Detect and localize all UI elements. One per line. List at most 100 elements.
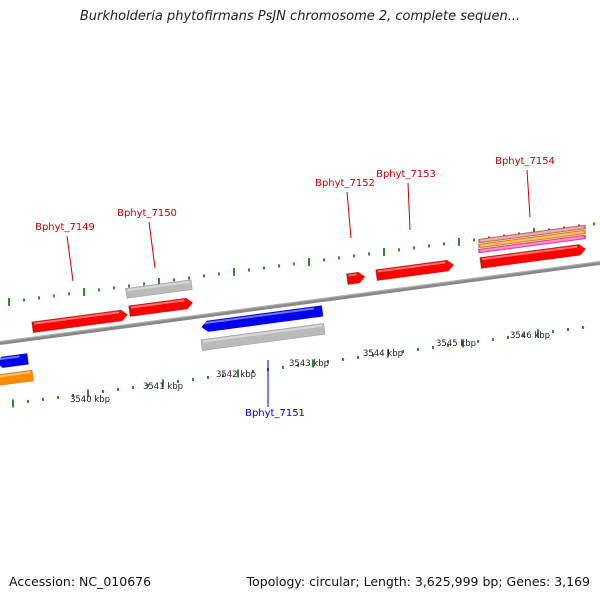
kbp-label: 3541 kbp — [143, 382, 183, 392]
lower-track-major-tick — [312, 359, 314, 368]
upper-track-minor-tick — [443, 242, 445, 246]
lower-track-minor-tick — [222, 373, 224, 377]
upper-track-minor-tick — [53, 294, 55, 298]
lower-track-minor-tick — [117, 387, 119, 391]
leader-line — [66, 235, 74, 282]
leader-line — [148, 221, 156, 269]
gene-partial-left — [0, 353, 29, 369]
upper-track-minor-tick — [353, 254, 355, 258]
lower-track-major-tick — [87, 389, 89, 398]
lower-track-minor-tick — [207, 375, 209, 379]
map-title: Burkholderia phytofirmans PsJN chromosom… — [79, 9, 521, 24]
topology-summary: Topology: circular; Length: 3,625,999 bp… — [246, 574, 590, 589]
feature-gray-7150 — [125, 279, 193, 299]
lower-track-minor-tick — [552, 329, 554, 333]
lower-track-minor-tick — [447, 343, 449, 347]
upper-track-major-tick — [308, 257, 310, 266]
kbp-label: 3543 kbp — [289, 359, 329, 369]
upper-track-minor-tick — [473, 238, 475, 242]
lower-track-major-tick — [12, 399, 14, 408]
lower-track-minor-tick — [282, 365, 284, 369]
upper-track-minor-tick — [293, 262, 295, 266]
upper-track-minor-tick — [398, 248, 400, 252]
upper-track-major-tick — [158, 277, 160, 286]
upper-track-minor-tick — [593, 222, 595, 226]
upper-track-major-tick — [233, 267, 235, 276]
lower-track-minor-tick — [477, 339, 479, 343]
gene-bphyt-7150 — [128, 297, 194, 318]
leader-line — [346, 191, 352, 239]
lower-track-minor-tick — [132, 385, 134, 389]
gene-label[interactable]: Bphyt_7149 — [35, 222, 95, 233]
lower-track-minor-tick — [42, 397, 44, 401]
gene-label[interactable]: Bphyt_7154 — [495, 156, 555, 167]
upper-track-minor-tick — [413, 246, 415, 250]
lower-track-minor-tick — [27, 399, 29, 403]
upper-track-minor-tick — [338, 256, 340, 260]
lower-tick-track — [12, 325, 584, 408]
gene-bphyt-7153 — [375, 259, 455, 281]
lower-track-major-tick — [237, 369, 239, 378]
upper-track-major-tick — [83, 287, 85, 296]
gene-label[interactable]: Bphyt_7153 — [376, 169, 436, 180]
gene-label-layer: Bphyt_7149 Bphyt_7150 Bphyt_7151 Bphyt_7152… — [35, 156, 555, 419]
upper-track-minor-tick — [173, 278, 175, 282]
leader-line — [407, 182, 411, 231]
lower-track-minor-tick — [372, 353, 374, 357]
gene-bphyt-7154 — [479, 244, 586, 269]
lower-track-major-tick — [387, 349, 389, 358]
kbp-label: 3542 kbp — [216, 370, 256, 380]
upper-track-minor-tick — [203, 274, 205, 278]
upper-track-major-tick — [8, 297, 10, 306]
upper-track-minor-tick — [263, 266, 265, 270]
upper-track-minor-tick — [368, 252, 370, 256]
feature-salmon-7154 — [477, 224, 587, 244]
feature-orange-7154 — [477, 229, 587, 249]
upper-track-minor-tick — [128, 284, 130, 288]
lower-track-minor-tick — [327, 359, 329, 363]
upper-track-minor-tick — [278, 264, 280, 268]
leader-line — [526, 169, 531, 218]
feature-orange-left — [0, 369, 34, 387]
upper-track-major-tick — [383, 247, 385, 256]
lower-track-minor-tick — [177, 379, 179, 383]
feature-layer — [0, 224, 587, 387]
accession-text: Accession: NC_010676 — [9, 574, 152, 589]
lower-track-minor-tick — [357, 355, 359, 359]
upper-track-minor-tick — [38, 296, 40, 300]
kbp-label: 3545 kbp — [436, 339, 476, 349]
feature-pink-7154 — [477, 234, 587, 254]
kbp-label-layer: 3540 kbp 3541 kbp 3542 kbp 3543 kbp 3544 kbp… — [70, 331, 550, 405]
lower-track-minor-tick — [567, 327, 569, 331]
lower-track-minor-tick — [432, 345, 434, 349]
upper-track-minor-tick — [68, 292, 70, 296]
kbp-label: 3544 kbp — [363, 349, 403, 359]
gene-bphyt-7152 — [346, 271, 366, 285]
kbp-label: 3546 kbp — [510, 331, 550, 341]
gene-label[interactable]: Bphyt_7152 — [315, 178, 375, 189]
gene-bphyt-7149 — [31, 309, 129, 334]
upper-track-minor-tick — [218, 272, 220, 276]
upper-track-minor-tick — [143, 282, 145, 286]
upper-track-minor-tick — [323, 258, 325, 262]
upper-track-major-tick — [458, 237, 460, 246]
kbp-label: 3540 kbp — [70, 395, 110, 405]
lower-track-minor-tick — [102, 389, 104, 393]
gene-label[interactable]: Bphyt_7151 — [245, 408, 305, 419]
lower-track-minor-tick — [252, 369, 254, 373]
lower-track-minor-tick — [192, 377, 194, 381]
upper-track-minor-tick — [188, 276, 190, 280]
lower-track-minor-tick — [417, 347, 419, 351]
gene-label[interactable]: Bphyt_7150 — [117, 208, 177, 219]
lower-track-minor-tick — [402, 349, 404, 353]
lower-track-major-tick — [162, 379, 164, 388]
upper-track-minor-tick — [113, 286, 115, 290]
lower-track-minor-tick — [72, 393, 74, 397]
chromosome-backbone — [0, 261, 600, 345]
lower-track-minor-tick — [147, 383, 149, 387]
lower-track-minor-tick — [507, 335, 509, 339]
feature-gray-7151 — [200, 323, 326, 351]
leader-lines — [66, 169, 531, 407]
lower-track-minor-tick — [342, 357, 344, 361]
